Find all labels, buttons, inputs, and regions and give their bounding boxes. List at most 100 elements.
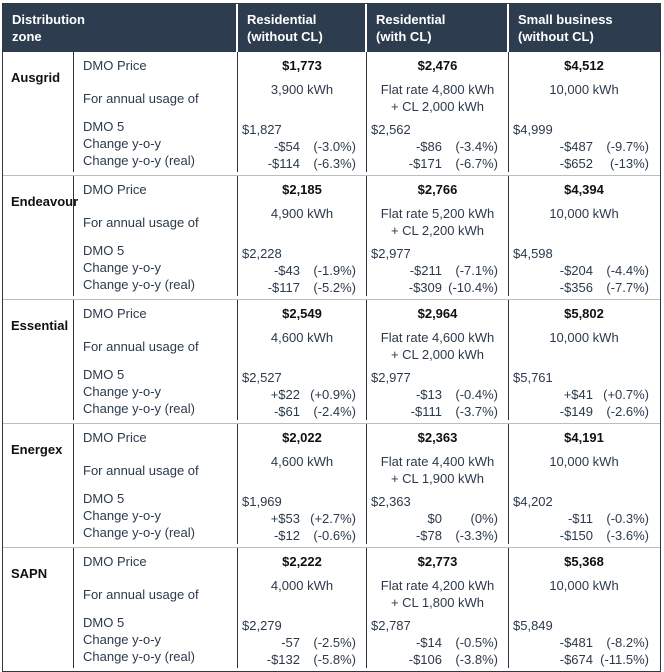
dmo5-value: $2,977 — [371, 246, 411, 261]
dmo-price-value: $4,394 — [564, 181, 604, 197]
change-amount: +$53 — [270, 511, 300, 526]
zone-group: Energex DMO Price For annual usage of DM… — [3, 423, 660, 547]
label-change-yoy: Change y-o-y — [83, 260, 162, 275]
annual-usage-value: Flat rate 4,400 kWh + CL 1,900 kWh — [367, 450, 508, 493]
table-header: Distribution zone Residential (without C… — [3, 4, 660, 52]
header-small-business-without-cl: Small business (without CL) — [509, 4, 660, 52]
value-column: $2,476 Flat rate 4,800 kWh + CL 2,000 kW… — [366, 52, 508, 172]
dmo5-value: $2,363 — [371, 494, 411, 509]
change-yoy-value: -$14 (-0.5%) — [367, 634, 508, 651]
change-amount: -57 — [281, 635, 300, 650]
zone-name: Essential — [11, 318, 69, 333]
dmo5-value: $1,969 — [242, 494, 282, 509]
dmo5-value: $2,527 — [242, 370, 282, 385]
change-yoy-value: -$54 (-3.0%) — [238, 138, 366, 155]
dmo5-value: $5,761 — [513, 370, 553, 385]
dmo5-value: $4,598 — [513, 246, 553, 261]
value-column: $4,191 10,000 kWh $4,202 -$11 (-0.3%) -$… — [508, 424, 659, 544]
change-yoy-value: -$204 (-4.4%) — [509, 262, 659, 279]
annual-usage-value: 10,000 kWh — [509, 450, 659, 493]
change-yoy-real-value: -$132 (-5.8%) — [238, 651, 366, 668]
value-column: $2,549 4,600 kWh $2,527 +$22 (+0.9%) -$6… — [237, 300, 366, 420]
usage-line1: 10,000 kWh — [549, 454, 619, 469]
annual-usage-value: Flat rate 5,200 kWh + CL 2,200 kWh — [367, 202, 508, 245]
change-percent: (-9.7%) — [606, 139, 649, 154]
change-real-percent: (-3.3%) — [455, 528, 498, 543]
dmo-price-value: $2,363 — [417, 429, 458, 445]
usage-line1: 10,000 kWh — [549, 82, 619, 97]
zone-group: SAPN DMO Price For annual usage of DMO 5… — [3, 547, 660, 671]
label-dmo5: DMO 5 — [83, 243, 125, 258]
usage-line1: 4,900 kWh — [270, 206, 334, 221]
change-yoy-real-value: -$111 (-3.7%) — [367, 403, 508, 420]
change-real-percent: (-13%) — [609, 156, 649, 171]
change-real-amount: -$674 — [559, 652, 593, 667]
change-real-percent: (-3.7%) — [455, 404, 498, 419]
dmo-price-value: $2,022 — [282, 429, 322, 445]
change-percent: (+0.7%) — [603, 387, 649, 402]
label-dmo-price: DMO Price — [83, 181, 147, 197]
label-change-yoy: Change y-o-y — [83, 384, 162, 399]
change-yoy-value: -$13 (-0.4%) — [367, 386, 508, 403]
change-amount: -$86 — [415, 139, 442, 154]
change-percent: (-3.0%) — [313, 139, 356, 154]
change-percent: (-3.4%) — [455, 139, 498, 154]
value-column: $2,964 Flat rate 4,600 kWh + CL 2,000 kW… — [366, 300, 508, 420]
change-yoy-value: -$481 (-8.2%) — [509, 634, 659, 651]
annual-usage-value: 4,900 kWh — [238, 202, 366, 245]
change-real-percent: (-5.8%) — [313, 652, 356, 667]
dmo-price-value: $5,368 — [564, 553, 604, 569]
dmo5-value: $5,849 — [513, 618, 553, 633]
change-yoy-real-value: -$652 (-13%) — [509, 155, 659, 172]
usage-line1: 4,600 kWh — [270, 330, 334, 345]
label-dmo5: DMO 5 — [83, 367, 125, 382]
change-yoy-value: +$53 (+2.7%) — [238, 510, 366, 527]
value-column: $5,802 10,000 kWh $5,761 +$41 (+0.7%) -$… — [508, 300, 659, 420]
label-change-yoy-real: Change y-o-y (real) — [83, 525, 195, 540]
change-amount: -$487 — [559, 139, 593, 154]
change-percent: (+2.7%) — [310, 511, 356, 526]
change-yoy-real-value: -$150 (-3.6%) — [509, 527, 659, 544]
row-labels-cell: DMO Price For annual usage of DMO 5 Chan… — [73, 424, 237, 544]
change-real-percent: (-5.2%) — [313, 280, 356, 295]
label-annual-usage: For annual usage of — [83, 586, 199, 602]
change-real-amount: -$149 — [559, 404, 593, 419]
dmo5-value: $2,228 — [242, 246, 282, 261]
label-dmo-price: DMO Price — [83, 57, 147, 73]
change-real-amount: -$78 — [415, 528, 442, 543]
header-distribution-zone: Distribution zone — [3, 4, 236, 52]
value-column: $4,394 10,000 kWh $4,598 -$204 (-4.4%) -… — [508, 176, 659, 296]
value-column: $1,773 3,900 kWh $1,827 -$54 (-3.0%) -$1… — [237, 52, 366, 172]
zone-name: SAPN — [11, 566, 48, 581]
change-yoy-real-value: -$106 (-3.8%) — [367, 651, 508, 668]
value-column: $2,766 Flat rate 5,200 kWh + CL 2,200 kW… — [366, 176, 508, 296]
label-change-yoy-real: Change y-o-y (real) — [83, 649, 195, 664]
usage-line1: 4,000 kWh — [270, 578, 334, 593]
usage-line1: Flat rate 4,600 kWh — [380, 330, 495, 345]
row-labels-cell: DMO Price For annual usage of DMO 5 Chan… — [73, 548, 237, 668]
dmo-price-value: $2,185 — [282, 181, 322, 197]
zone-name-cell: Energex — [3, 424, 73, 544]
change-yoy-value: -57 (-2.5%) — [238, 634, 366, 651]
zone-name: Endeavour — [11, 194, 79, 209]
value-column: $2,022 4,600 kWh $1,969 +$53 (+2.7%) -$1… — [237, 424, 366, 544]
change-percent: (-0.3%) — [606, 511, 649, 526]
label-annual-usage: For annual usage of — [83, 338, 199, 354]
change-amount: -$14 — [415, 635, 442, 650]
label-dmo-price: DMO Price — [83, 429, 147, 445]
value-column: $2,185 4,900 kWh $2,228 -$43 (-1.9%) -$1… — [237, 176, 366, 296]
change-real-amount: -$652 — [559, 156, 593, 171]
change-real-amount: -$106 — [408, 652, 442, 667]
change-yoy-value: -$11 (-0.3%) — [509, 510, 659, 527]
usage-line1: 3,900 kWh — [270, 82, 334, 97]
annual-usage-value: 10,000 kWh — [509, 574, 659, 617]
dmo-price-value: $4,512 — [564, 57, 604, 73]
label-change-yoy-real: Change y-o-y (real) — [83, 153, 195, 168]
zone-name-cell: Essential — [3, 300, 73, 420]
dmo-price-value: $4,191 — [564, 429, 604, 445]
change-real-amount: -$132 — [266, 652, 300, 667]
header-residential-without-cl: Residential (without CL) — [238, 4, 365, 52]
usage-line2: + CL 2,000 kWh — [390, 347, 485, 362]
change-percent: (+0.9%) — [310, 387, 356, 402]
change-yoy-real-value: -$12 (-0.6%) — [238, 527, 366, 544]
